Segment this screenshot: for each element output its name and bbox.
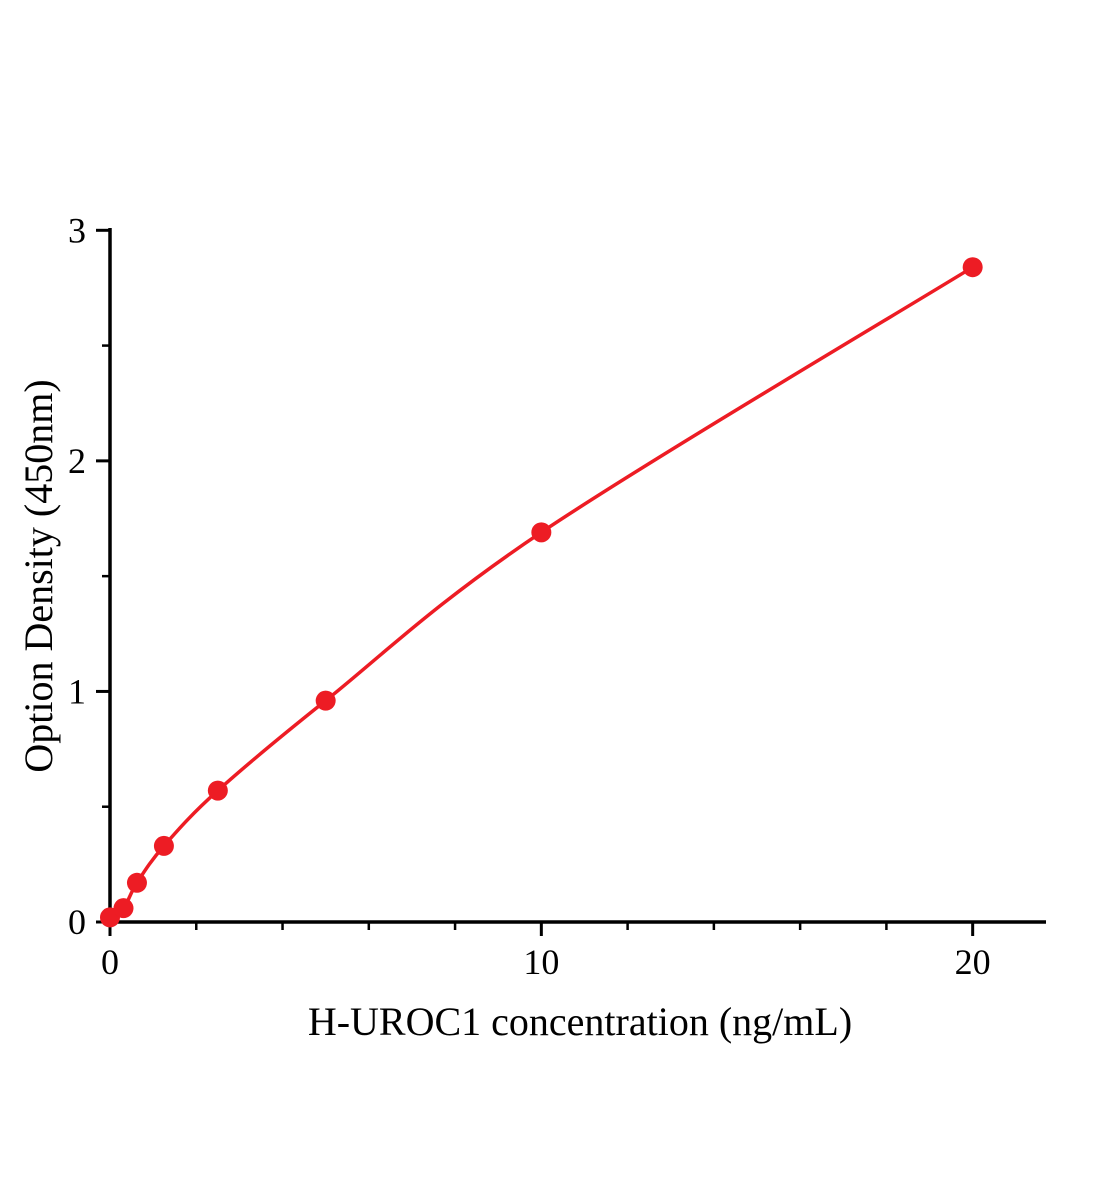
y-tick-label: 2 (68, 441, 86, 481)
plot-layer: 0 10 20 0 1 2 3 (68, 210, 1046, 982)
x-tick-label: 20 (955, 942, 991, 982)
y-tick-label: 0 (68, 902, 86, 942)
data-point (126, 872, 147, 893)
data-point (207, 780, 228, 801)
y-tick-label: 1 (68, 671, 86, 711)
data-point (531, 522, 552, 543)
x-axis-title: H-UROC1 concentration (ng/mL) (308, 999, 852, 1044)
y-tick-label: 3 (68, 210, 86, 250)
standard-curve-line (108, 265, 975, 920)
y-axis-title: Option Density (450nm) (16, 379, 61, 772)
x-tick-label: 10 (523, 942, 559, 982)
data-point (315, 690, 336, 711)
data-point (113, 898, 134, 919)
x-tick-label: 0 (101, 942, 119, 982)
data-point (962, 257, 983, 278)
data-point (153, 835, 174, 856)
